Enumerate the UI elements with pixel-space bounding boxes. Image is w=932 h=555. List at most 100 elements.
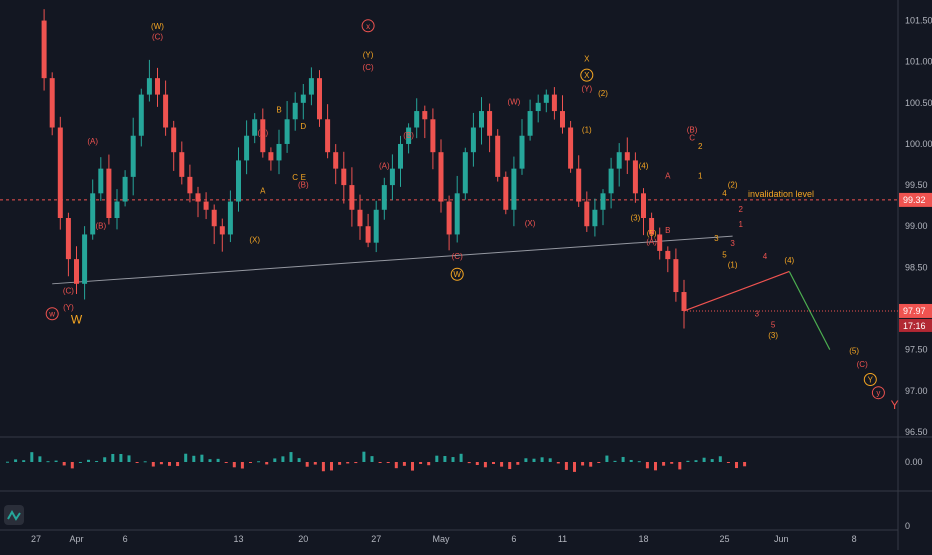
candle-body bbox=[187, 176, 193, 194]
oscillator-bar bbox=[483, 462, 487, 468]
oscillator-bar bbox=[686, 460, 690, 462]
wave-label: 1 bbox=[738, 220, 743, 229]
oscillator-bar bbox=[492, 462, 495, 465]
oscillator-bar bbox=[240, 462, 244, 469]
oscillator-bar bbox=[589, 462, 593, 467]
oscillator-bar bbox=[330, 462, 333, 471]
candle-body bbox=[341, 168, 347, 186]
candle-body bbox=[138, 94, 144, 136]
wave-label: 2 bbox=[738, 205, 743, 214]
date-tick-label: 18 bbox=[638, 534, 648, 544]
wave-label: 2 bbox=[698, 142, 703, 151]
wave-label: (A) bbox=[87, 137, 98, 146]
candle-body bbox=[381, 185, 387, 210]
invalidation-price-label: 99.32 bbox=[903, 195, 926, 205]
candle-body bbox=[90, 193, 96, 235]
wave-label: 3 bbox=[755, 310, 760, 319]
candle-body bbox=[130, 135, 136, 177]
candle-body bbox=[454, 193, 460, 235]
wave-label: (5) bbox=[647, 229, 657, 238]
candle-body bbox=[114, 201, 120, 218]
candle-body bbox=[82, 234, 88, 284]
oscillator-bar bbox=[621, 456, 625, 462]
oscillator-bar bbox=[654, 462, 657, 471]
oscillator-bar bbox=[735, 462, 738, 469]
wave-label: (1) bbox=[728, 260, 738, 269]
price-tick-label: 99.50 bbox=[905, 180, 928, 190]
candle-body bbox=[406, 127, 412, 144]
wave-label: (W) bbox=[507, 97, 520, 106]
wave-label-circle bbox=[45, 307, 59, 321]
price-tick-label: 97.00 bbox=[905, 386, 928, 396]
oscillator-bar bbox=[38, 456, 42, 462]
candle-body bbox=[519, 135, 525, 169]
candle-body bbox=[211, 209, 217, 227]
oscillator-bar bbox=[548, 458, 552, 462]
oscillator-bar bbox=[540, 457, 544, 462]
date-tick-label: Jun bbox=[774, 534, 789, 544]
candle-body bbox=[163, 94, 169, 128]
oscillator-bar bbox=[30, 452, 34, 462]
candle-body bbox=[535, 102, 541, 112]
wave-label: (Y) bbox=[363, 51, 374, 60]
candle-body bbox=[74, 259, 79, 284]
date-tick-label: 8 bbox=[852, 534, 857, 544]
oscillator-bar bbox=[143, 461, 147, 463]
candle-body bbox=[527, 111, 533, 136]
candle-body bbox=[487, 111, 493, 136]
candle-body bbox=[252, 119, 258, 136]
wave-label: (C) bbox=[63, 287, 74, 296]
oscillator-bar bbox=[362, 451, 366, 462]
date-tick-label: 13 bbox=[233, 534, 243, 544]
countdown-label: 17:16 bbox=[903, 321, 926, 331]
oscillator-bar bbox=[232, 462, 236, 468]
candle-body bbox=[438, 152, 444, 202]
oscillator-bar bbox=[532, 458, 536, 462]
candle-body bbox=[511, 168, 517, 210]
oscillator-bar bbox=[14, 459, 18, 462]
candle-body bbox=[543, 94, 549, 103]
oscillator-tick-label: 0.00 bbox=[905, 457, 923, 467]
candle-body bbox=[560, 111, 565, 128]
oscillator-bar bbox=[427, 462, 431, 466]
oscillator-bar bbox=[564, 462, 568, 470]
price-tick-label: 101.00 bbox=[905, 57, 932, 67]
wave-label: (C) bbox=[363, 63, 374, 72]
wave-label: B bbox=[665, 226, 670, 235]
oscillator-bar bbox=[257, 461, 261, 463]
candle-body bbox=[592, 209, 598, 227]
oscillator-bar bbox=[605, 455, 609, 462]
wave-label: X bbox=[584, 71, 590, 80]
wave-label-circle bbox=[361, 19, 375, 33]
oscillator-bar bbox=[459, 453, 463, 462]
date-tick-label: May bbox=[432, 534, 450, 544]
oscillator-bar bbox=[662, 462, 666, 466]
wave-label: (4) bbox=[784, 256, 794, 265]
wave-label: (B) bbox=[403, 131, 414, 140]
oscillator-bar bbox=[103, 457, 107, 462]
wave-label: 3 bbox=[730, 239, 735, 248]
candle-body bbox=[236, 160, 241, 202]
oscillator-bar bbox=[370, 456, 374, 462]
wave-label: Y bbox=[868, 376, 874, 385]
oscillator-bar bbox=[346, 462, 350, 464]
candle-body bbox=[308, 78, 314, 95]
candle-body bbox=[665, 250, 671, 260]
oscillator-bar bbox=[386, 462, 390, 463]
oscillator-bar bbox=[176, 462, 180, 467]
wave-label: W bbox=[71, 312, 83, 326]
invalidation-label: invalidation level bbox=[748, 189, 814, 199]
candle-body bbox=[357, 209, 363, 227]
wave-label: 5 bbox=[722, 250, 727, 259]
oscillator-bar bbox=[313, 462, 317, 465]
candle-body bbox=[260, 119, 266, 153]
date-tick-label: 27 bbox=[371, 534, 381, 544]
oscillator-bar bbox=[216, 458, 220, 462]
price-tick-label: 100.50 bbox=[905, 98, 932, 108]
wave-label: (2) bbox=[598, 89, 608, 98]
oscillator-bar bbox=[289, 452, 293, 462]
candle-body bbox=[584, 201, 590, 227]
